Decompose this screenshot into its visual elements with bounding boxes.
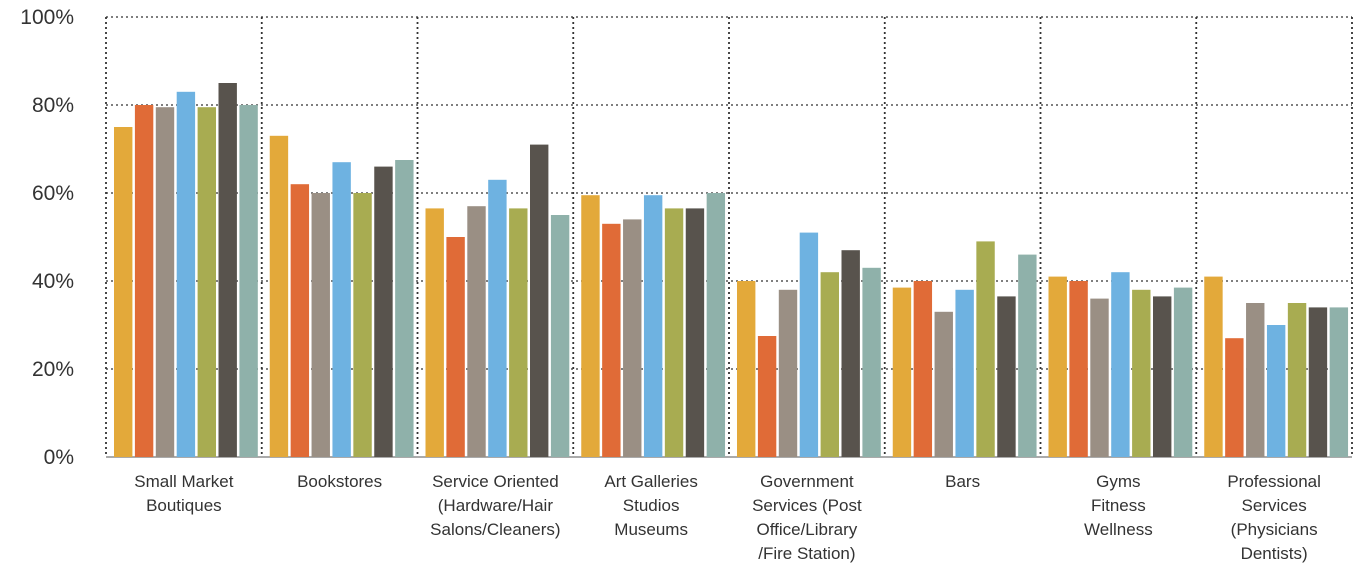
bar [134, 105, 154, 457]
y-tick-label: 60% [32, 182, 74, 205]
bar [1225, 338, 1244, 457]
bar [353, 193, 372, 457]
y-tick-label: 100% [20, 6, 74, 29]
y-tick-label: 20% [32, 358, 74, 381]
bar [997, 296, 1016, 457]
x-category-label: Gyms Fitness Wellness [1084, 472, 1153, 539]
x-category-label: Government Services (Post Office/Library/F… [752, 472, 862, 563]
bar [269, 135, 289, 458]
bar [467, 206, 486, 457]
bar [1308, 307, 1328, 457]
bar [1111, 272, 1130, 457]
bars [114, 83, 1349, 458]
bar [239, 105, 258, 457]
bar [332, 162, 351, 457]
bar [530, 144, 549, 457]
y-tick-label: 40% [32, 270, 74, 293]
bar [446, 237, 465, 457]
bar [550, 215, 570, 457]
bar [1132, 289, 1151, 457]
bar [176, 91, 196, 458]
bar [311, 193, 330, 457]
bar [114, 127, 133, 457]
bar [841, 250, 860, 457]
bar [706, 193, 726, 457]
bar [757, 336, 777, 457]
bar [1204, 276, 1223, 457]
bar [425, 208, 444, 457]
bar [1048, 276, 1067, 457]
bar [602, 223, 621, 457]
bar [778, 289, 798, 457]
bar [1153, 296, 1172, 457]
bar [976, 241, 995, 457]
bar [799, 232, 819, 457]
bar [1287, 303, 1307, 457]
bar [862, 267, 881, 457]
x-category-label: Art Galleries Studios Museums [604, 472, 698, 539]
bar [374, 166, 393, 457]
bar [934, 311, 953, 457]
y-tick-label: 0% [44, 446, 74, 469]
bar [685, 208, 705, 457]
x-axis-labels: Small Market Boutiques Bookstores Service O… [134, 472, 1321, 563]
bar [1090, 298, 1109, 457]
y-tick-label: 80% [32, 94, 74, 117]
y-axis-ticks: 0% 20% 40% 60% 80% 100% [20, 6, 74, 469]
bar [1266, 325, 1286, 457]
bar [290, 184, 310, 457]
bar [623, 219, 642, 457]
bar [488, 179, 507, 458]
bar [1246, 303, 1265, 457]
bar [955, 289, 974, 457]
bar [913, 281, 933, 457]
bar [581, 195, 600, 457]
bar [1018, 254, 1037, 457]
bar [395, 160, 414, 457]
bar [218, 83, 237, 457]
bar [1329, 307, 1349, 457]
x-category-label: Bookstores [297, 472, 382, 491]
bar [1173, 287, 1193, 457]
bar [1069, 281, 1088, 457]
bar [197, 107, 216, 457]
x-category-label: Small Market Boutiques [134, 472, 233, 515]
bar [892, 287, 912, 457]
bar [155, 107, 175, 457]
bar [737, 281, 756, 457]
x-category-label: Bars [945, 472, 980, 491]
bar [820, 272, 839, 457]
bar [664, 208, 684, 457]
bar [509, 208, 528, 457]
bar [643, 195, 663, 457]
x-category-label: Professional Services (Physicians Dentists) [1227, 472, 1321, 563]
x-category-label: Service Oriented (Hardware/Hair Salons/Cle… [430, 472, 560, 539]
